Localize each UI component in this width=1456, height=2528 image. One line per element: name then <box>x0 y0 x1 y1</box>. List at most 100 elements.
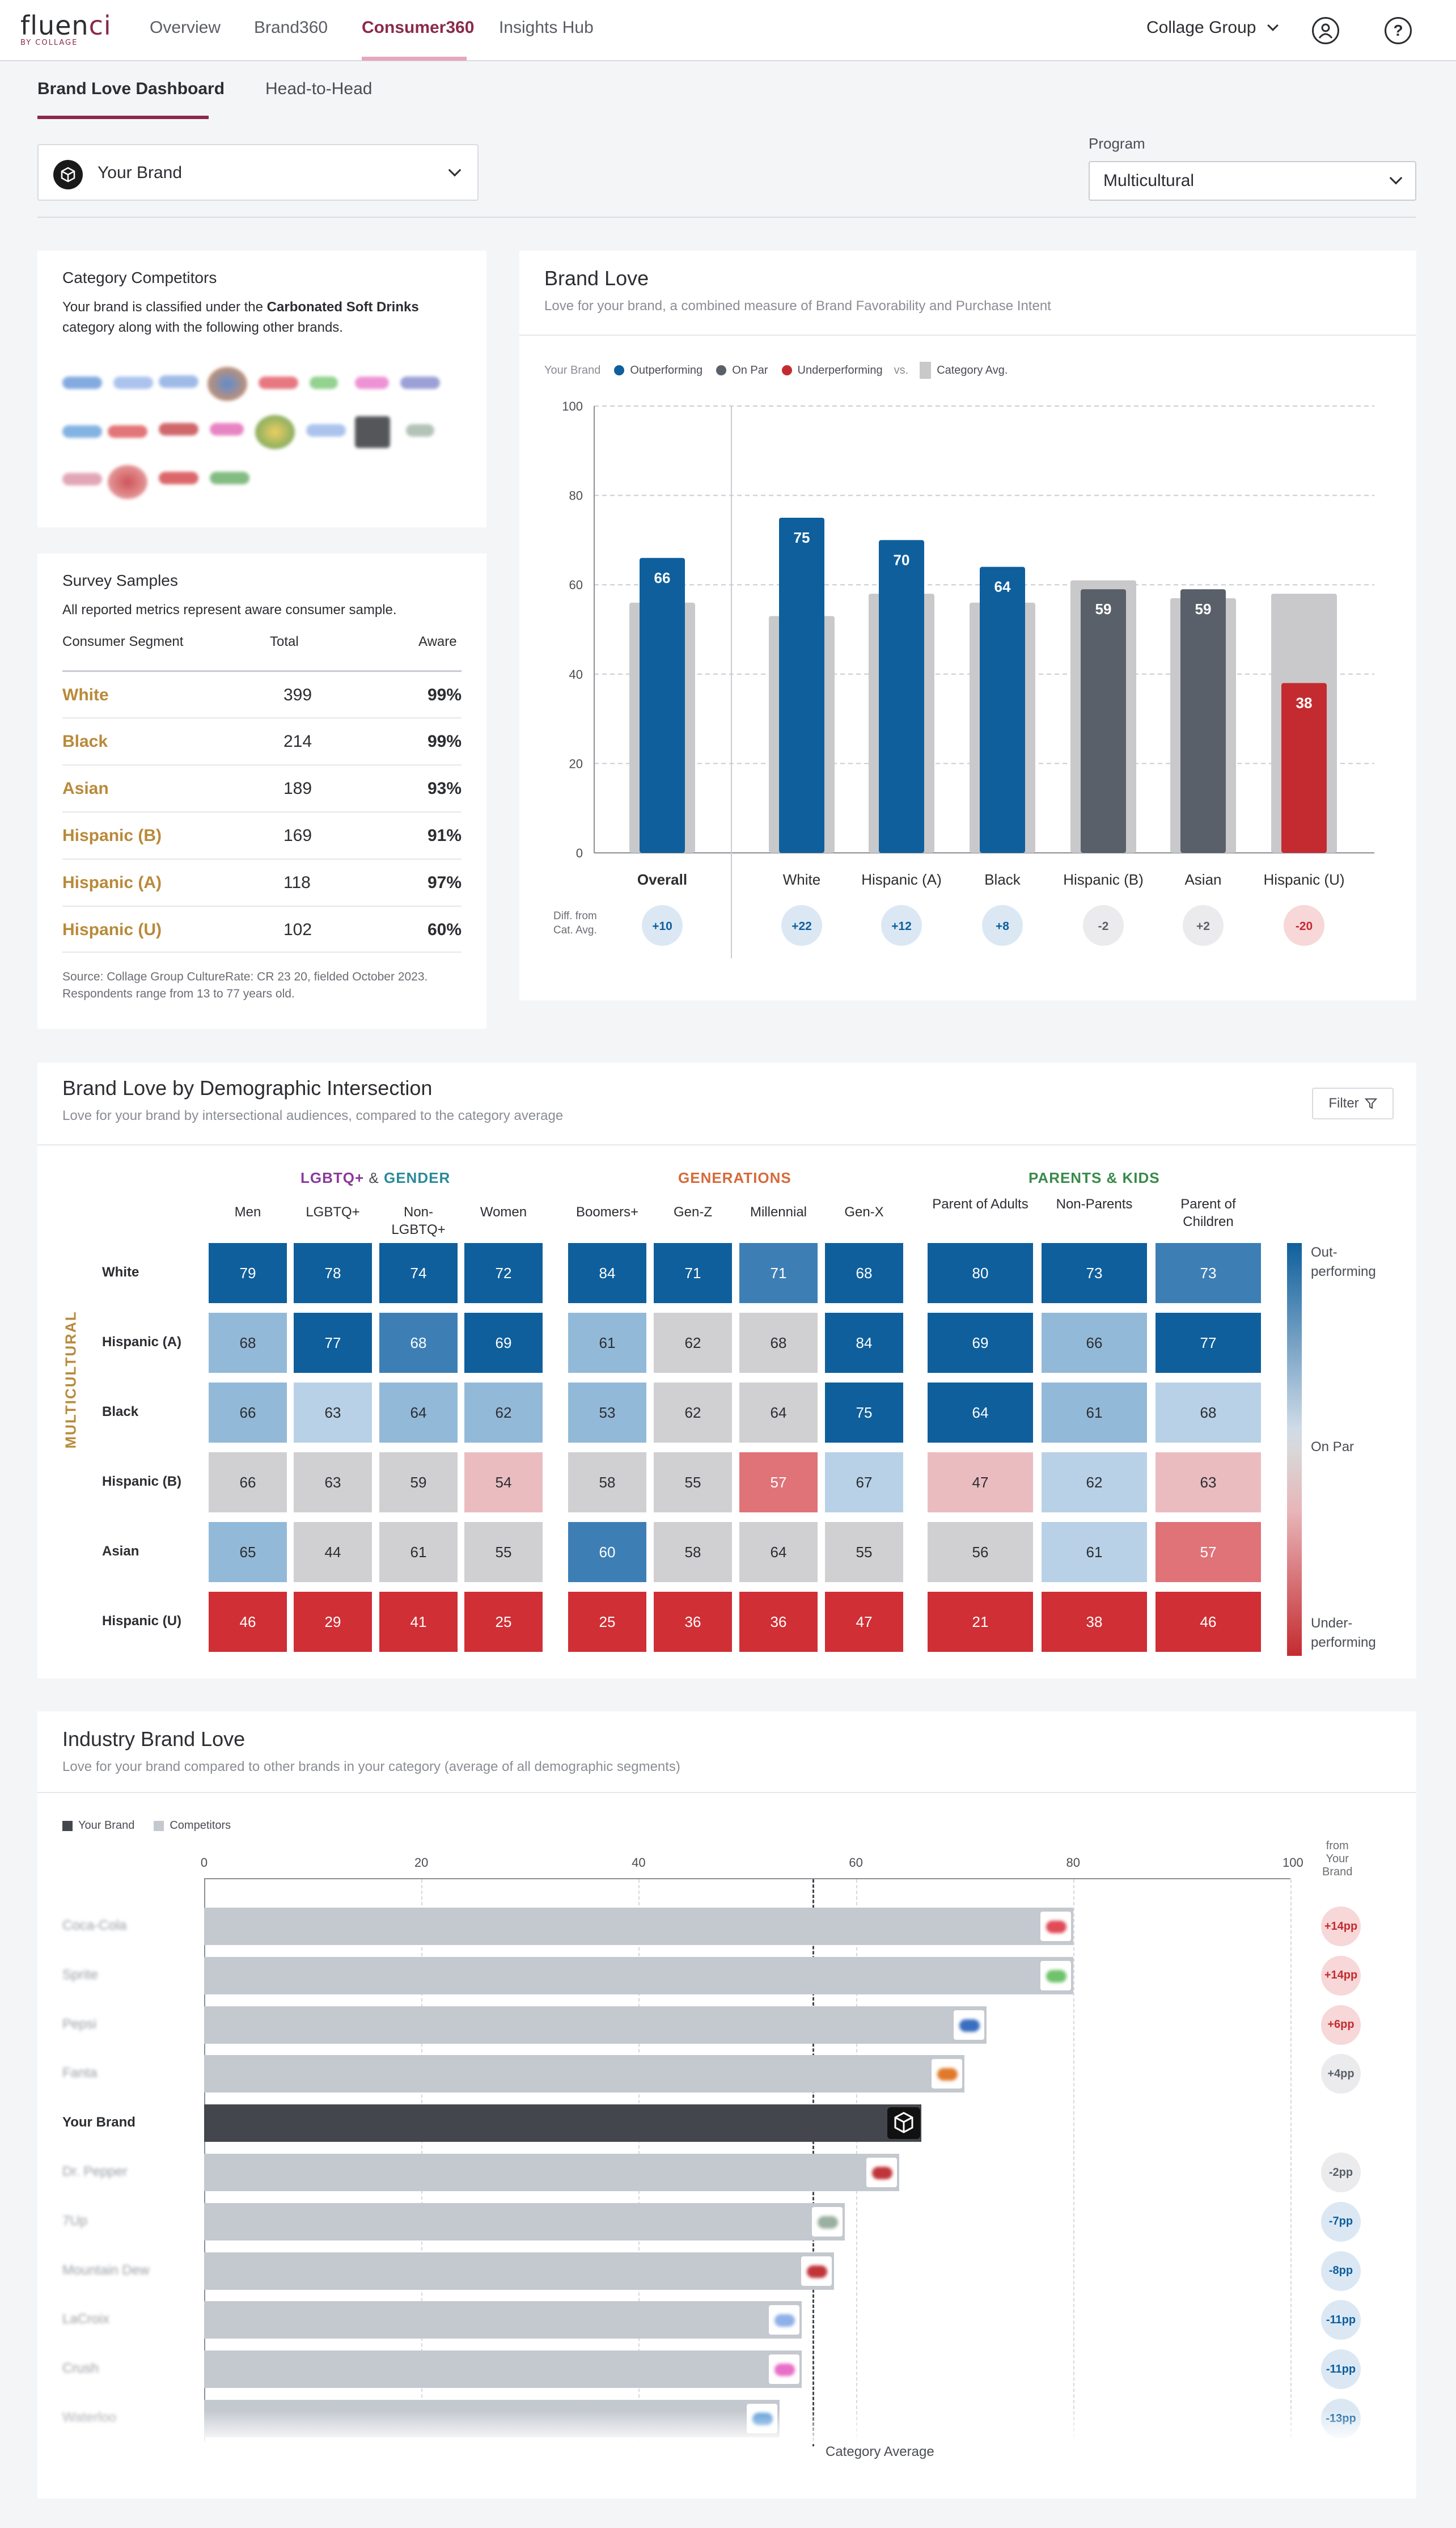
heatmap-cell[interactable]: 56 <box>928 1522 1033 1582</box>
category-label: Overall <box>637 871 687 888</box>
heatmap-cell[interactable]: 29 <box>294 1592 372 1652</box>
segment-link[interactable]: Hispanic (A) <box>62 873 162 892</box>
legend-out: Outperforming <box>630 363 703 377</box>
heatmap-cell[interactable]: 21 <box>928 1592 1033 1652</box>
heatmap-cell[interactable]: 84 <box>825 1313 903 1373</box>
heatmap-cell[interactable]: 47 <box>825 1592 903 1652</box>
heatmap-cell[interactable]: 61 <box>379 1522 458 1582</box>
heatmap-cell[interactable]: 75 <box>825 1383 903 1443</box>
nav-consumer360[interactable]: Consumer360 <box>362 18 475 37</box>
heatmap-cell[interactable]: 36 <box>654 1592 732 1652</box>
heatmap-cell[interactable]: 69 <box>928 1313 1033 1373</box>
heatmap-cell[interactable]: 64 <box>379 1383 458 1443</box>
group-generations: GENERATIONS <box>678 1169 792 1186</box>
nav-brand360[interactable]: Brand360 <box>254 18 328 37</box>
heatmap-cell[interactable]: 57 <box>739 1452 818 1512</box>
group-amp: & <box>369 1169 379 1186</box>
legend-swatch-under <box>781 365 792 375</box>
tab-brand-love-dashboard[interactable]: Brand Love Dashboard <box>37 79 225 98</box>
segment-link[interactable]: White <box>62 686 109 704</box>
tab-head-to-head[interactable]: Head-to-Head <box>265 79 373 98</box>
heatmap-cell[interactable]: 71 <box>739 1243 818 1303</box>
heatmap-cell[interactable]: 36 <box>739 1592 818 1652</box>
heatmap-cell[interactable]: 63 <box>294 1452 372 1512</box>
heatmap-cell[interactable]: 41 <box>379 1592 458 1652</box>
heatmap-cell[interactable]: 61 <box>568 1313 646 1373</box>
heatmap-cell[interactable]: 73 <box>1156 1243 1261 1303</box>
heatmap-cell[interactable]: 57 <box>1156 1522 1261 1582</box>
heatmap-cell[interactable]: 68 <box>825 1243 903 1303</box>
brand-love-subtitle: Love for your brand, a combined measure … <box>544 298 1051 314</box>
heatmap-cell[interactable]: 67 <box>825 1452 903 1512</box>
heatmap-cell[interactable]: 66 <box>209 1452 287 1512</box>
heatmap-cell[interactable]: 54 <box>464 1452 543 1512</box>
multicultural-side-label: MULTICULTURAL <box>62 1310 79 1449</box>
brand-selector[interactable]: Your Brand <box>37 144 479 201</box>
heatmap-cell[interactable]: 58 <box>568 1452 646 1512</box>
heatmap-cell[interactable]: 73 <box>1042 1243 1147 1303</box>
heatmap-cell[interactable]: 66 <box>209 1383 287 1443</box>
heatmap-cell[interactable]: 63 <box>294 1383 372 1443</box>
group-selector[interactable]: Collage Group <box>1146 18 1279 37</box>
heatmap-cell[interactable]: 69 <box>464 1313 543 1373</box>
heatmap-cell[interactable]: 61 <box>1042 1522 1147 1582</box>
heatmap-cell[interactable]: 66 <box>1042 1313 1147 1373</box>
heatmap-cell[interactable]: 84 <box>568 1243 646 1303</box>
heatmap-cell[interactable]: 61 <box>1042 1383 1147 1443</box>
heatmap-cell[interactable]: 46 <box>1156 1592 1261 1652</box>
heatmap-cell[interactable]: 64 <box>928 1383 1033 1443</box>
heatmap-cell[interactable]: 25 <box>568 1592 646 1652</box>
heatmap-cell[interactable]: 74 <box>379 1243 458 1303</box>
heatmap-cell[interactable]: 64 <box>739 1522 818 1582</box>
segment-link[interactable]: Asian <box>62 779 109 798</box>
demographic-intersection-card: Brand Love by Demographic Intersection L… <box>37 1063 1416 1679</box>
heatmap-cell[interactable]: 72 <box>464 1243 543 1303</box>
aware-cell: 60% <box>427 920 462 939</box>
heatmap-cell[interactable]: 55 <box>464 1522 543 1582</box>
heatmap-cell[interactable]: 44 <box>294 1522 372 1582</box>
heatmap-cell[interactable]: 78 <box>294 1243 372 1303</box>
help-circle-icon[interactable]: ? <box>1385 17 1412 44</box>
fluentci-logo[interactable]: fluenci BY COLLAGE <box>20 10 112 47</box>
heatmap-cell[interactable]: 58 <box>654 1522 732 1582</box>
heatmap-cell[interactable]: 63 <box>1156 1452 1261 1512</box>
nav-overview[interactable]: Overview <box>150 18 221 37</box>
heatmap-cell[interactable]: 68 <box>1156 1383 1261 1443</box>
heatmap-cell[interactable]: 62 <box>464 1383 543 1443</box>
heatmap-cell[interactable]: 55 <box>654 1452 732 1512</box>
user-circle-icon[interactable] <box>1312 17 1339 44</box>
column-header-aware: Aware <box>418 634 457 649</box>
heatmap-cell[interactable]: 71 <box>654 1243 732 1303</box>
legend-under: Underperforming <box>797 363 883 377</box>
segment-link[interactable]: Hispanic (U) <box>62 920 162 939</box>
heatmap-cell[interactable]: 38 <box>1042 1592 1147 1652</box>
heatmap-cell[interactable]: 55 <box>825 1522 903 1582</box>
heatmap-cell[interactable]: 65 <box>209 1522 287 1582</box>
survey-samples-title: Survey Samples <box>62 572 178 589</box>
legend-par: On Par <box>732 363 768 377</box>
heatmap-cell[interactable]: 53 <box>568 1383 646 1443</box>
heatmap-cell[interactable]: 46 <box>209 1592 287 1652</box>
heatmap-cell[interactable]: 79 <box>209 1243 287 1303</box>
total-cell: 189 <box>283 779 312 798</box>
heatmap-cell[interactable]: 62 <box>1042 1452 1147 1512</box>
program-selector[interactable]: Multicultural <box>1089 161 1416 201</box>
filter-button[interactable]: Filter <box>1312 1088 1394 1119</box>
heatmap-cell[interactable]: 68 <box>209 1313 287 1373</box>
segment-link[interactable]: Black <box>62 732 108 751</box>
heatmap-cell[interactable]: 47 <box>928 1452 1033 1512</box>
heatmap-cell[interactable]: 25 <box>464 1592 543 1652</box>
heatmap-cell[interactable]: 62 <box>654 1383 732 1443</box>
heatmap-cell[interactable]: 77 <box>1156 1313 1261 1373</box>
heatmap-cell[interactable]: 68 <box>379 1313 458 1373</box>
heatmap-cell[interactable]: 68 <box>739 1313 818 1373</box>
heatmap-row-label: White <box>102 1265 139 1280</box>
heatmap-cell[interactable]: 77 <box>294 1313 372 1373</box>
heatmap-cell[interactable]: 64 <box>739 1383 818 1443</box>
heatmap-cell[interactable]: 62 <box>654 1313 732 1373</box>
nav-insights-hub[interactable]: Insights Hub <box>499 18 594 37</box>
segment-link[interactable]: Hispanic (B) <box>62 826 162 845</box>
heatmap-cell[interactable]: 80 <box>928 1243 1033 1303</box>
heatmap-cell[interactable]: 60 <box>568 1522 646 1582</box>
heatmap-cell[interactable]: 59 <box>379 1452 458 1512</box>
